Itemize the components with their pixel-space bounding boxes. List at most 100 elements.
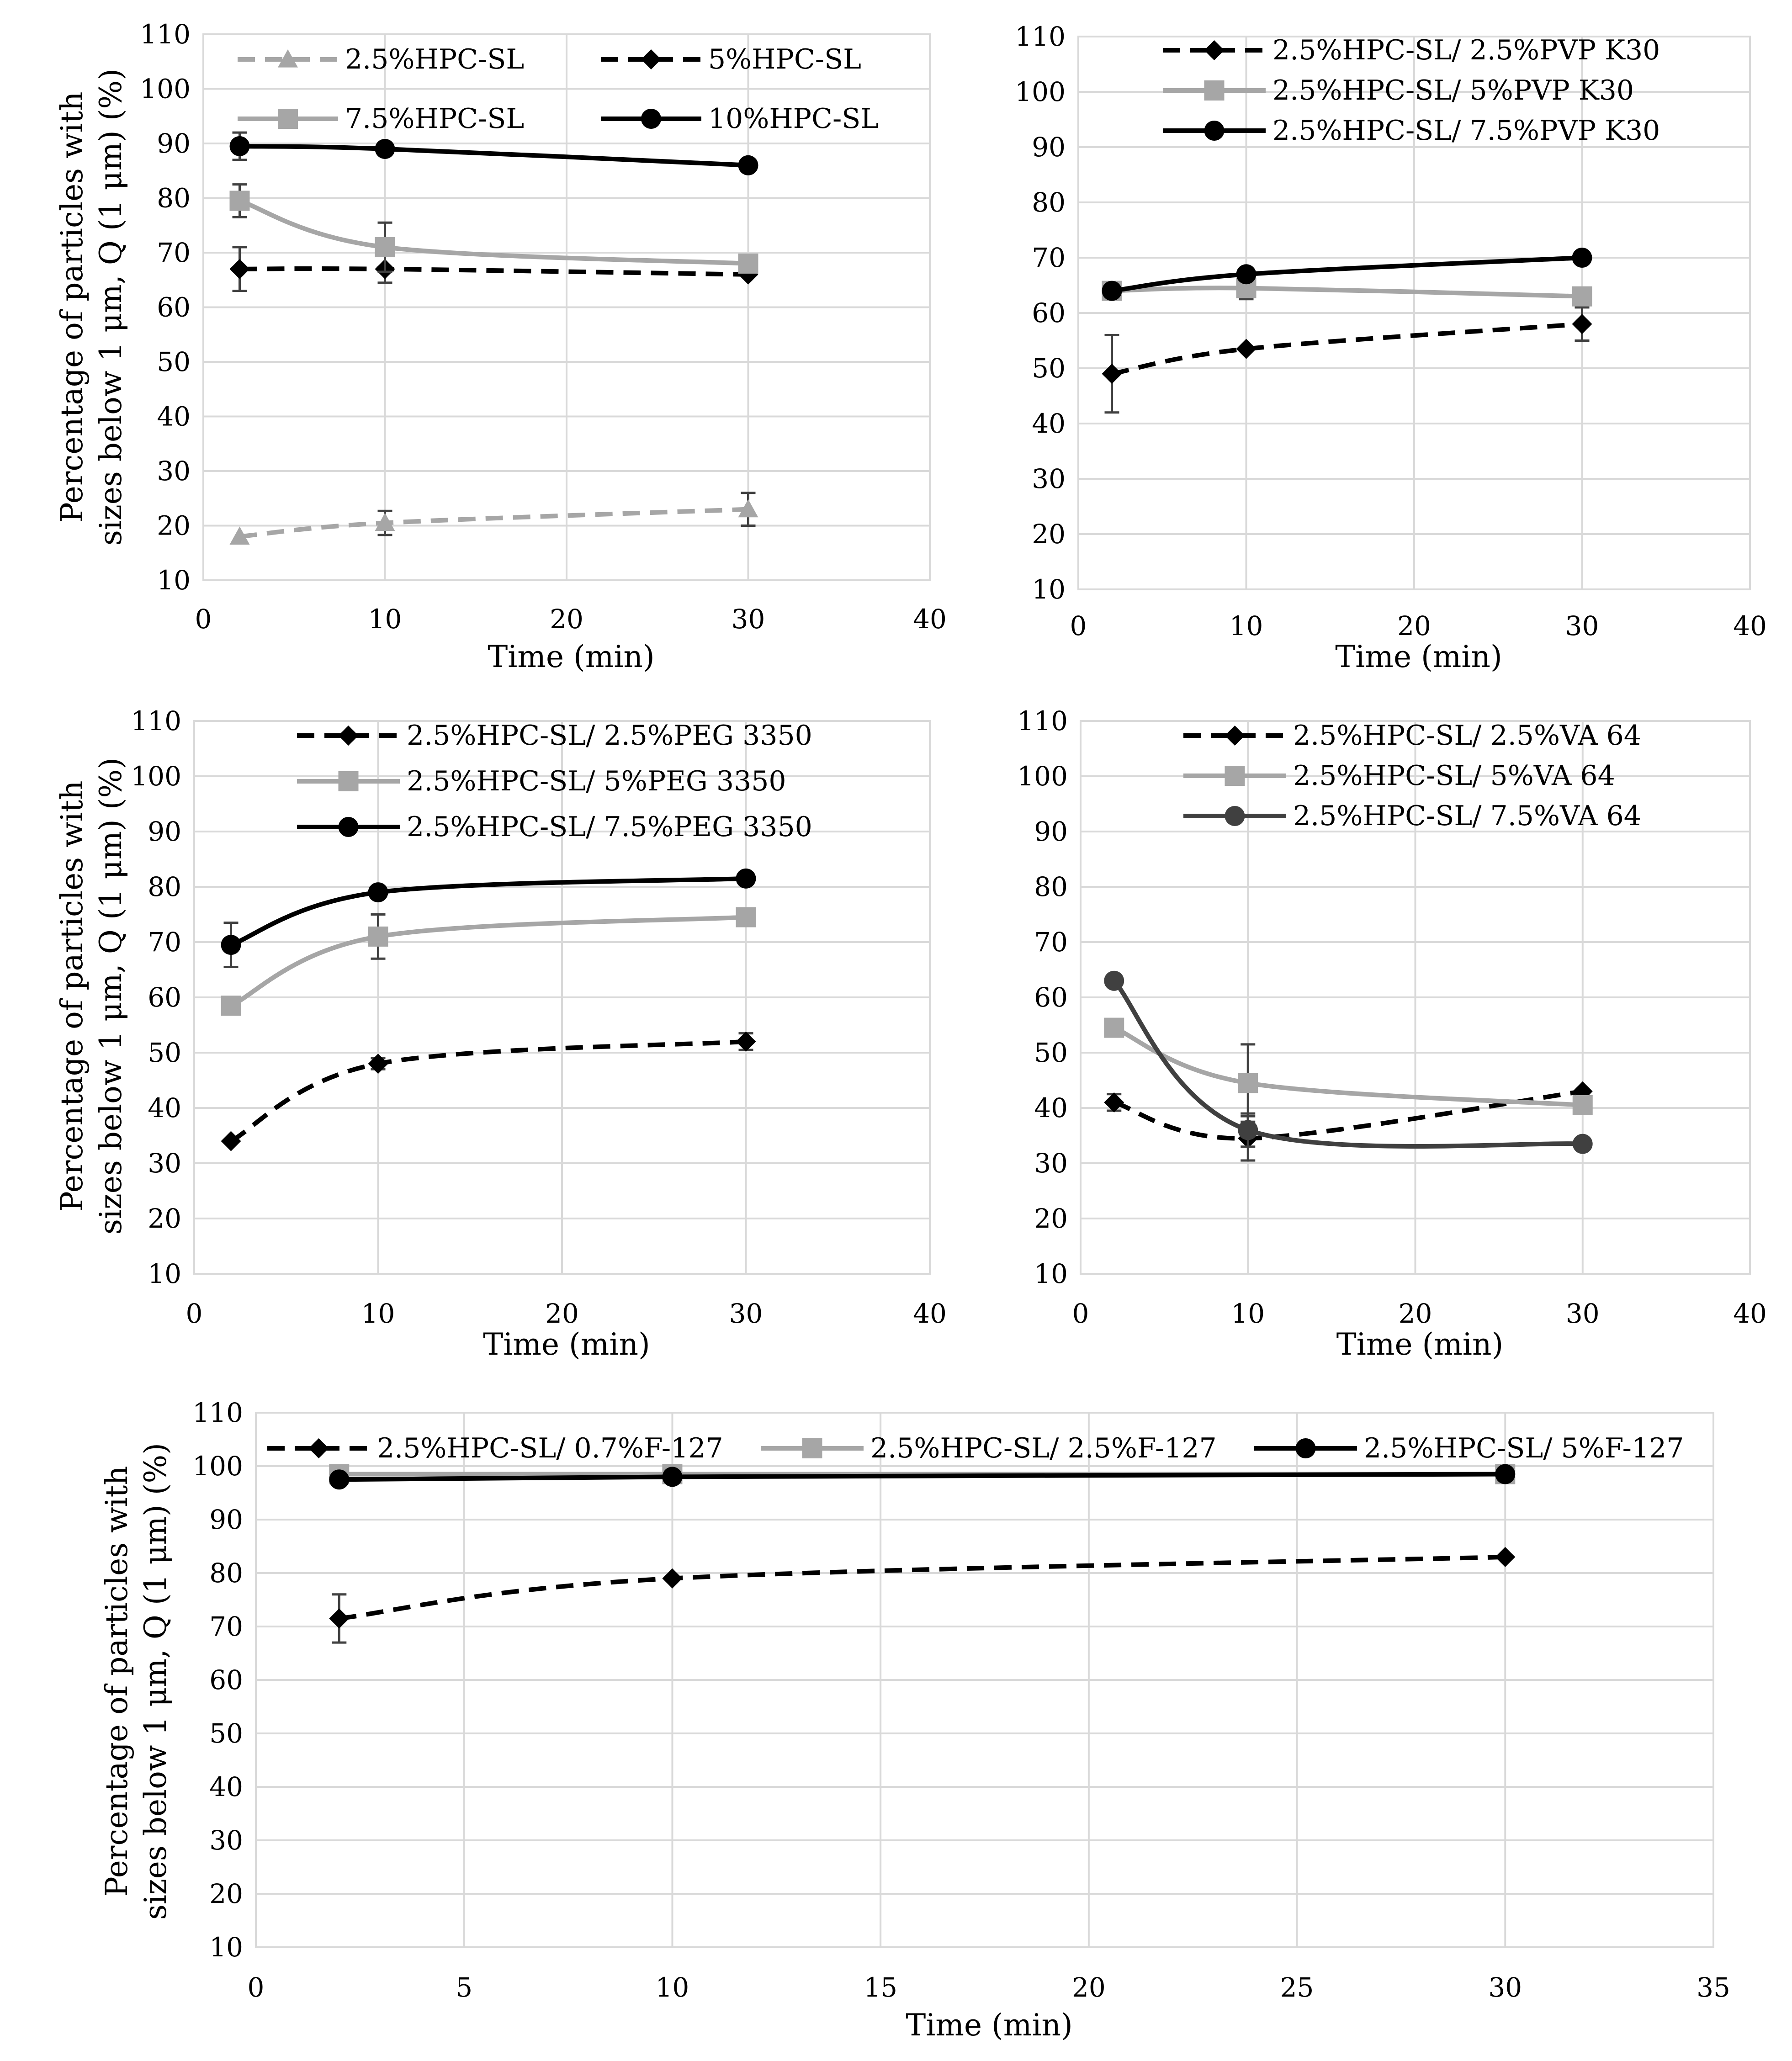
x-axis-label: Time (min) bbox=[906, 2008, 1072, 2043]
series-2 bbox=[329, 1464, 1516, 1490]
x-tick-label: 30 bbox=[732, 604, 765, 635]
y-tick-label: 50 bbox=[209, 1718, 243, 1749]
series-0 bbox=[329, 1547, 1516, 1644]
data-point bbox=[375, 138, 395, 159]
y-tick-label: 110 bbox=[131, 705, 181, 736]
y-tick-label: 60 bbox=[1034, 982, 1068, 1013]
x-tick-label: 40 bbox=[1733, 1298, 1767, 1329]
series-1 bbox=[221, 907, 756, 1016]
y-tick-label: 90 bbox=[1032, 132, 1066, 163]
y-tick-label: 70 bbox=[1034, 927, 1068, 958]
y-axis-label-line2: sizes below 1 μm, Q (1 μm) (%) bbox=[138, 1443, 173, 1920]
data-point bbox=[1104, 1092, 1124, 1113]
y-tick-label: 90 bbox=[209, 1504, 243, 1535]
y-tick-label: 70 bbox=[1032, 242, 1066, 273]
x-tick-label: 30 bbox=[1565, 610, 1599, 641]
data-point bbox=[368, 926, 388, 947]
y-axis-label-line1: Percentage of particles with bbox=[54, 91, 90, 522]
x-tick-label: 20 bbox=[1072, 1972, 1106, 2003]
legend-marker bbox=[1225, 766, 1245, 786]
legend-marker bbox=[1225, 726, 1245, 746]
y-tick-label: 80 bbox=[209, 1558, 243, 1589]
x-tick-label: 20 bbox=[550, 604, 583, 635]
data-point bbox=[368, 882, 388, 903]
series-line bbox=[339, 1554, 1506, 1621]
y-axis-label-line1: Percentage of particles with bbox=[99, 1466, 134, 1897]
y-axis-label-line2: sizes below 1 μm, Q (1 μm) (%) bbox=[93, 758, 128, 1234]
data-point bbox=[221, 996, 241, 1016]
y-tick-label: 90 bbox=[148, 816, 181, 847]
series-line bbox=[1113, 1089, 1583, 1141]
legend: 2.5%HPC-SL/ 0.7%F-127 2.5%HPC-SL/ 2.5%F-1… bbox=[267, 1432, 1684, 1464]
data-point bbox=[229, 191, 250, 211]
y-tick-label: 40 bbox=[1032, 408, 1066, 439]
data-point bbox=[1572, 248, 1592, 268]
y-tick-label: 90 bbox=[1034, 816, 1068, 847]
series-line bbox=[239, 266, 748, 277]
y-tick-label: 20 bbox=[157, 510, 191, 541]
x-tick-label: 10 bbox=[1231, 1298, 1265, 1329]
y-tick-label: 80 bbox=[1034, 871, 1068, 902]
legend: 2.5%HPC-SL/ 2.5%PVP K30 2.5%HPC-SL/ 5%PVP… bbox=[1163, 34, 1660, 147]
y-tick-label: 110 bbox=[1017, 705, 1068, 736]
x-axis-label: Time (min) bbox=[488, 639, 654, 674]
x-tick-label: 30 bbox=[1566, 1298, 1600, 1329]
data-point bbox=[1236, 339, 1257, 359]
data-point bbox=[662, 1568, 683, 1589]
data-point bbox=[1572, 286, 1592, 307]
y-tick-label: 30 bbox=[1032, 463, 1066, 494]
series-line bbox=[339, 1472, 1506, 1482]
legend-entry-label: 2.5%HPC-SL/ 7.5%VA 64 bbox=[1293, 800, 1641, 832]
plot-area bbox=[193, 720, 931, 1275]
y-tick-label: 100 bbox=[131, 761, 181, 792]
data-point bbox=[221, 935, 241, 955]
data-point bbox=[1572, 1095, 1593, 1115]
x-tick-label: 35 bbox=[1697, 1972, 1730, 2003]
y-tick-label: 80 bbox=[148, 871, 181, 902]
legend-marker bbox=[1295, 1438, 1316, 1458]
legend-marker bbox=[802, 1438, 822, 1458]
y-tick-label: 20 bbox=[1034, 1203, 1068, 1234]
y-tick-label: 100 bbox=[1017, 761, 1068, 792]
legend-marker bbox=[338, 771, 359, 791]
y-tick-label: 20 bbox=[148, 1203, 181, 1234]
legend-entry-label: 2.5%HPC-SL/ 5%F-127 bbox=[1364, 1432, 1684, 1464]
legend-entry-label: 2.5%HPC-SL/ 2.5%PEG 3350 bbox=[407, 720, 812, 752]
x-tick-label: 20 bbox=[1399, 1298, 1432, 1329]
legend-entry-label: 10%HPC-SL bbox=[708, 103, 879, 135]
legend-marker bbox=[641, 49, 661, 69]
series-0 bbox=[221, 1031, 756, 1151]
y-tick-label: 40 bbox=[148, 1092, 181, 1123]
data-point bbox=[1104, 970, 1124, 991]
series-line bbox=[1112, 979, 1583, 1149]
data-point bbox=[1572, 314, 1592, 334]
x-tick-label: 0 bbox=[1070, 610, 1087, 641]
data-point bbox=[738, 155, 758, 175]
plot-area bbox=[202, 33, 931, 581]
y-tick-label: 110 bbox=[140, 19, 191, 50]
x-axis-label: Time (min) bbox=[1336, 1327, 1503, 1362]
data-point bbox=[329, 1469, 350, 1490]
x-tick-label: 20 bbox=[545, 1298, 579, 1329]
legend: 2.5%HPC-SL/ 2.5%PEG 3350 2.5%HPC-SL/ 5%PE… bbox=[297, 720, 812, 843]
x-tick-label: 0 bbox=[248, 1972, 265, 2003]
y-axis-label-line2: sizes below 1 μm, Q (1 μm) (%) bbox=[93, 69, 128, 546]
y-tick-label: 60 bbox=[157, 292, 191, 323]
legend-entry-label: 2.5%HPC-SL/ 5%PVP K30 bbox=[1272, 74, 1634, 106]
data-point bbox=[229, 259, 250, 279]
series-line bbox=[239, 198, 748, 266]
y-tick-label: 10 bbox=[148, 1258, 181, 1289]
y-tick-label: 60 bbox=[148, 982, 181, 1013]
y-tick-label: 40 bbox=[1034, 1092, 1068, 1123]
x-tick-label: 0 bbox=[186, 1298, 203, 1329]
series-2 bbox=[1102, 248, 1592, 301]
data-point bbox=[738, 253, 758, 274]
data-point bbox=[1102, 364, 1122, 384]
legend-entry-label: 2.5%HPC-SL/ 7.5%PEG 3350 bbox=[407, 811, 812, 843]
series-1 bbox=[1104, 1017, 1593, 1123]
legend-marker bbox=[1225, 806, 1245, 826]
data-point bbox=[1572, 1134, 1593, 1154]
plot-area bbox=[1077, 36, 1751, 590]
